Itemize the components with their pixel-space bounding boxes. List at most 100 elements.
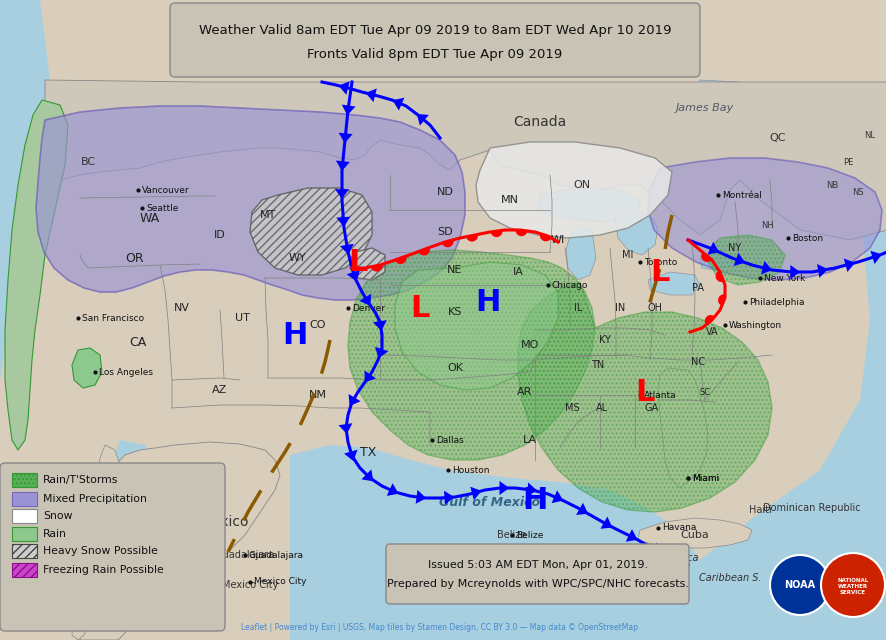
Text: H: H [282,321,307,349]
Text: Mexico City: Mexico City [253,577,307,586]
Polygon shape [637,518,751,548]
Polygon shape [350,248,385,280]
Polygon shape [707,235,784,285]
FancyBboxPatch shape [385,544,688,604]
Polygon shape [359,294,371,306]
Polygon shape [470,486,481,500]
FancyBboxPatch shape [12,544,37,558]
Text: MI: MI [622,250,633,260]
Text: L: L [649,257,669,287]
Polygon shape [625,529,637,541]
Text: PA: PA [691,283,703,293]
Text: MO: MO [520,340,539,350]
FancyBboxPatch shape [0,463,225,631]
Polygon shape [394,262,557,390]
Wedge shape [394,256,406,264]
Text: GA: GA [644,403,658,413]
Polygon shape [386,483,398,496]
Text: Freezing Rain Possible: Freezing Rain Possible [43,565,164,575]
Text: AZ: AZ [212,385,228,395]
Polygon shape [614,210,657,255]
Text: MN: MN [501,195,518,205]
Text: San Francisco: San Francisco [82,314,144,323]
Text: IL: IL [573,303,581,313]
Wedge shape [715,271,723,282]
Text: Vancouver: Vancouver [142,186,190,195]
Wedge shape [490,230,502,237]
Text: Seattle: Seattle [146,204,178,212]
Text: TX: TX [360,445,376,458]
Text: Rain: Rain [43,529,66,539]
Text: Belize: Belize [497,530,526,540]
Wedge shape [718,294,726,306]
Text: VA: VA [705,327,718,337]
Polygon shape [551,490,563,503]
FancyBboxPatch shape [12,492,37,506]
Wedge shape [418,248,430,255]
Polygon shape [575,503,587,515]
Text: NOAA: NOAA [783,580,814,590]
Polygon shape [346,270,360,282]
Text: IA: IA [512,267,523,277]
Text: Philadelphia: Philadelphia [748,298,804,307]
Text: LA: LA [523,435,536,445]
Text: ON: ON [572,180,590,190]
Polygon shape [338,132,353,143]
Text: SC: SC [699,387,710,397]
Text: L: L [410,294,429,323]
Polygon shape [335,189,348,199]
Text: Miami: Miami [691,474,719,483]
Polygon shape [80,442,280,640]
Polygon shape [347,250,595,460]
Text: Caribbean S.: Caribbean S. [698,573,760,583]
Text: Guadalajara: Guadalajara [215,550,275,560]
Text: SD: SD [437,227,452,237]
Text: NM: NM [308,390,327,400]
Text: Weather Valid 8am EDT Tue Apr 09 2019 to 8am EDT Wed Apr 10 2019: Weather Valid 8am EDT Tue Apr 09 2019 to… [198,24,671,36]
Text: Heavy Snow Possible: Heavy Snow Possible [43,546,158,556]
Text: CO: CO [309,320,326,330]
Text: Golfo de California: Golfo de California [120,483,210,493]
Text: Guadalajara: Guadalajara [249,550,304,559]
Text: SERVICE: SERVICE [839,591,865,595]
Polygon shape [372,320,386,331]
Wedge shape [465,234,478,242]
FancyBboxPatch shape [170,3,699,77]
Polygon shape [565,225,595,280]
Text: WI: WI [550,235,564,245]
Text: Belize: Belize [516,531,543,540]
Polygon shape [476,142,672,238]
Polygon shape [108,440,155,570]
Text: New York: New York [763,273,804,282]
Polygon shape [816,264,827,278]
Text: Montréal: Montréal [721,191,761,200]
Text: Toronto: Toronto [643,257,677,266]
Wedge shape [704,315,715,324]
Polygon shape [45,80,886,240]
Text: Prepared by Mcreynolds with WPC/SPC/NHC forecasts.: Prepared by Mcreynolds with WPC/SPC/NHC … [386,579,688,589]
Text: Boston: Boston [791,234,822,243]
Text: AL: AL [595,403,608,413]
Text: QC: QC [769,133,785,143]
Polygon shape [699,200,886,640]
Text: Cuba: Cuba [680,530,709,540]
Polygon shape [375,347,388,358]
Polygon shape [526,483,537,497]
Text: Mixed Precipitation: Mixed Precipitation [43,494,147,504]
Text: KS: KS [447,307,462,317]
Polygon shape [5,100,68,450]
Polygon shape [36,106,464,300]
Polygon shape [499,481,509,495]
Text: IN: IN [614,303,625,313]
Text: NATIONAL: NATIONAL [836,579,867,584]
Polygon shape [538,188,640,222]
Polygon shape [444,491,454,505]
Polygon shape [648,158,881,280]
Wedge shape [540,234,551,241]
Text: WA: WA [140,211,160,225]
Text: Canada: Canada [513,115,566,129]
Text: NC: NC [690,357,704,367]
Text: L: L [348,248,368,276]
Text: Dallas: Dallas [436,435,463,445]
Text: H: H [475,287,500,317]
